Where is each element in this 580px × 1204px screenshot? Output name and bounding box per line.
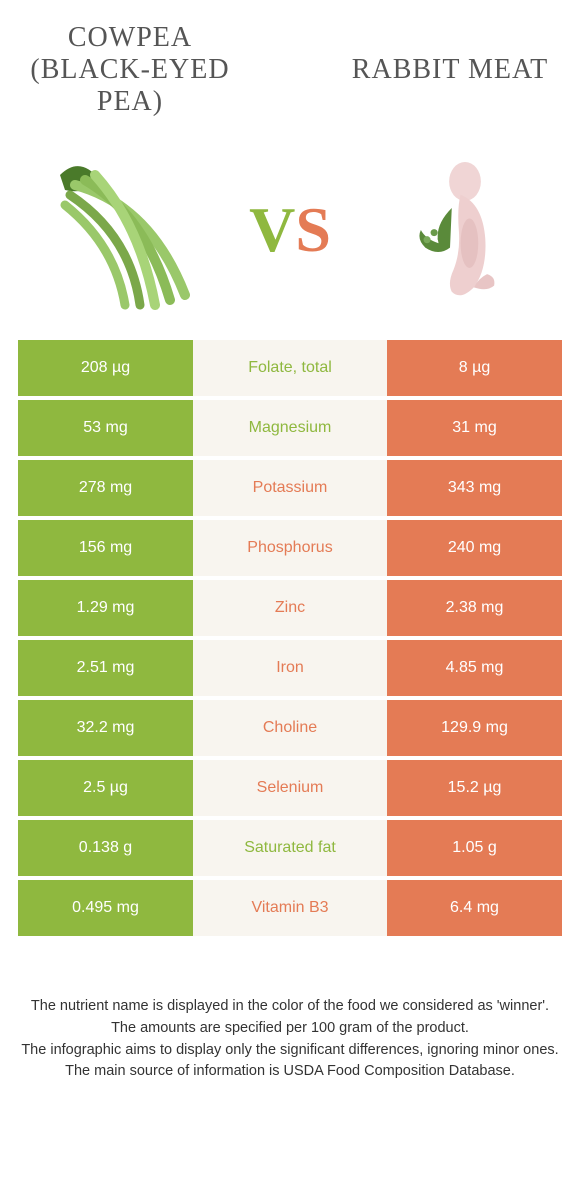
vs-s: S [295,194,331,265]
left-value: 0.495 mg [18,880,193,936]
vs-v: V [249,194,295,265]
nutrient-label: Selenium [193,760,387,816]
table-row: 278 mgPotassium343 mg [18,460,562,516]
right-value: 15.2 µg [387,760,562,816]
table-row: 2.51 mgIron4.85 mg [18,640,562,696]
left-value: 0.138 g [18,820,193,876]
footer-line: The nutrient name is displayed in the co… [20,996,560,1018]
nutrient-label: Potassium [193,460,387,516]
nutrient-label: Choline [193,700,387,756]
table-row: 32.2 mgCholine129.9 mg [18,700,562,756]
right-value: 343 mg [387,460,562,516]
right-value: 31 mg [387,400,562,456]
nutrient-label: Phosphorus [193,520,387,576]
left-value: 53 mg [18,400,193,456]
right-value: 2.38 mg [387,580,562,636]
footer-line: The infographic aims to display only the… [20,1040,560,1062]
nutrient-label: Saturated fat [193,820,387,876]
footer-line: The main source of information is USDA F… [20,1061,560,1083]
table-row: 0.138 gSaturated fat1.05 g [18,820,562,876]
left-value: 278 mg [18,460,193,516]
footer-line: The amounts are specified per 100 gram o… [20,1018,560,1040]
rabbit-image [380,145,550,315]
nutrient-label: Iron [193,640,387,696]
right-value: 240 mg [387,520,562,576]
nutrition-table: 208 µgFolate, total8 µg53 mgMagnesium31 … [18,340,562,936]
left-value: 2.5 µg [18,760,193,816]
right-value: 8 µg [387,340,562,396]
right-value: 1.05 g [387,820,562,876]
left-value: 2.51 mg [18,640,193,696]
left-value: 156 mg [18,520,193,576]
nutrient-label: Vitamin B3 [193,880,387,936]
nutrient-label: Zinc [193,580,387,636]
right-value: 6.4 mg [387,880,562,936]
footer-notes: The nutrient name is displayed in the co… [0,996,580,1083]
left-value: 32.2 mg [18,700,193,756]
table-row: 156 mgPhosphorus240 mg [18,520,562,576]
left-value: 208 µg [18,340,193,396]
nutrient-label: Folate, total [193,340,387,396]
cowpea-image [30,145,200,315]
title-left: Cowpea (Black-Eyed Pea) [30,22,230,119]
title-right: Rabbit Meat [350,54,550,86]
table-row: 0.495 mgVitamin B36.4 mg [18,880,562,936]
vs-label: VS [249,193,331,267]
right-value: 129.9 mg [387,700,562,756]
left-value: 1.29 mg [18,580,193,636]
right-value: 4.85 mg [387,640,562,696]
table-row: 2.5 µgSelenium15.2 µg [18,760,562,816]
table-row: 208 µgFolate, total8 µg [18,340,562,396]
table-row: 53 mgMagnesium31 mg [18,400,562,456]
nutrient-label: Magnesium [193,400,387,456]
table-row: 1.29 mgZinc2.38 mg [18,580,562,636]
